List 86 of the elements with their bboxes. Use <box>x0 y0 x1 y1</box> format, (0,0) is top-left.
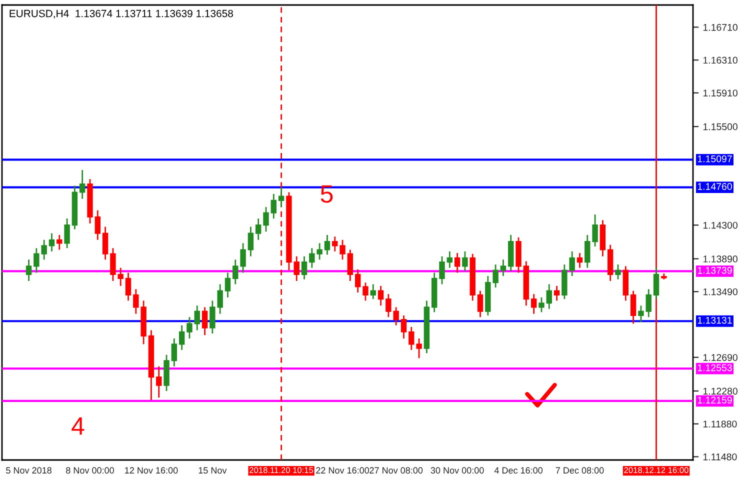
x-tick-label: 8 Nov 00:00 <box>66 467 114 474</box>
candlestick <box>378 285 384 306</box>
ref-line-label: 1.12553 <box>698 364 732 372</box>
candlestick <box>301 256 308 280</box>
candlestick <box>80 169 86 200</box>
x-tick-label: 27 Nov 08:00 <box>370 467 423 474</box>
candlestick <box>615 264 621 280</box>
x-tick-label: 12 Nov 16:00 <box>125 467 178 474</box>
candlestick <box>638 304 644 323</box>
candlestick <box>347 249 354 282</box>
candlestick <box>538 296 544 313</box>
candlestick <box>477 290 484 318</box>
candlestick <box>94 210 101 241</box>
candlestick <box>156 366 162 398</box>
candlestick <box>248 226 254 258</box>
x-tick-label: 30 Nov 00:00 <box>430 467 484 474</box>
chart-title: EURUSD,H4 1.13674 1.13711 1.13639 1.13658 <box>10 10 233 18</box>
candlestick <box>64 218 70 249</box>
ref-line-label: 1.14760 <box>698 183 732 190</box>
y-tick-label: 1.12280 <box>703 388 738 395</box>
ref-line-label: 1.12159 <box>698 396 732 404</box>
candlestick <box>48 232 55 252</box>
y-tick-label: 1.16710 <box>703 24 738 31</box>
candlestick <box>500 258 506 277</box>
candlestick <box>546 284 552 310</box>
candlestick <box>340 239 346 260</box>
candlestick <box>240 242 246 274</box>
ref-line-label: 1.15097 <box>698 155 732 162</box>
candlestick <box>439 256 445 285</box>
candlestick <box>171 338 178 368</box>
candlestick <box>278 186 284 208</box>
candlestick <box>462 250 468 272</box>
y-tick-label: 1.12690 <box>703 354 738 361</box>
candlestick <box>186 316 192 340</box>
candlestick <box>263 206 269 232</box>
ref-line-label: 1.13739 <box>698 266 732 274</box>
y-tick-label: 1.11880 <box>703 420 737 428</box>
annotation: 5 <box>320 185 333 203</box>
y-tick-label: 1.11480 <box>703 453 737 460</box>
candlestick <box>178 324 185 351</box>
y-tick-label: 1.13890 <box>703 256 738 262</box>
annotation: 4 <box>72 417 84 435</box>
candlestick <box>530 293 537 315</box>
candlestick <box>592 214 598 248</box>
candlestick <box>125 272 132 302</box>
x-tick-label: 22 Nov 16:00 <box>316 467 370 474</box>
candlestick <box>224 272 231 298</box>
candlestick <box>256 218 262 241</box>
candlestick <box>202 306 208 336</box>
x-tick-label: 5 Nov 2018 <box>6 467 52 474</box>
candlestick <box>354 268 361 294</box>
candlestick <box>294 256 300 282</box>
candlestick <box>26 258 32 282</box>
candlestick <box>194 304 200 331</box>
candlestick <box>110 247 116 282</box>
candlestick <box>630 290 636 324</box>
candlestick <box>102 226 108 260</box>
candlestick <box>576 252 583 269</box>
candlestick <box>118 267 124 287</box>
candlestick <box>454 252 460 274</box>
candlestick <box>232 258 238 285</box>
candlestick <box>646 288 652 318</box>
candlestick <box>584 234 590 269</box>
candlestick <box>400 314 407 340</box>
y-tick-label: 1.15500 <box>703 123 738 130</box>
x-tick-label: 7 Dec 08:00 <box>556 467 604 474</box>
candlestick <box>416 338 422 359</box>
candlestick <box>554 285 560 302</box>
x-tick-label: 2018.11.20 10:15 <box>250 467 314 474</box>
candlestick <box>270 193 277 220</box>
candlestick <box>332 236 338 252</box>
candlestick <box>653 267 660 300</box>
x-tick-label: 4 Dec 16:00 <box>494 467 543 474</box>
ref-line-label: 1.13131 <box>698 316 732 324</box>
y-tick-label: 1.13490 <box>703 288 738 296</box>
y-tick-label: 1.14300 <box>703 222 738 229</box>
x-tick-label: 15 Nov <box>198 467 227 474</box>
candlestick <box>408 326 414 351</box>
x-tick-label: 2018.12.12 16:00 <box>624 467 688 474</box>
candlestick <box>370 284 376 300</box>
candlestick <box>56 234 62 250</box>
y-tick-label: 1.16310 <box>703 56 738 64</box>
y-tick-label: 1.15910 <box>703 90 738 96</box>
candlestick <box>446 250 453 269</box>
candlestick <box>362 282 368 302</box>
candlestick <box>324 234 330 256</box>
